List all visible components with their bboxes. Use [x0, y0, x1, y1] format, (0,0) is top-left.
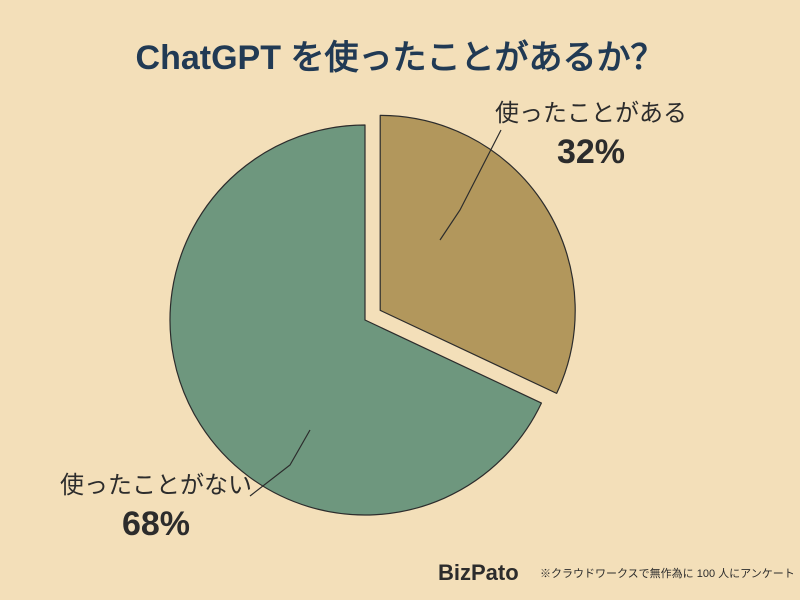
footer-note: ※クラウドワークスで無作為に 100 人にアンケート [540, 565, 795, 581]
slice-label-notused: 使ったことがない 68% [60, 470, 252, 548]
slice-label-used: 使ったことがある 32% [495, 98, 687, 176]
slice-label-notused-value: 68% [60, 502, 252, 548]
chart-container: ChatGPT を使ったことがあるか？ 使ったことがある 32% 使ったことがな… [0, 0, 800, 600]
slice-label-notused-text: 使ったことがない [60, 470, 252, 502]
slice-label-used-text: 使ったことがある [495, 98, 687, 130]
slice-label-used-value: 32% [495, 130, 687, 176]
footer-logo: BizPato [438, 560, 519, 586]
